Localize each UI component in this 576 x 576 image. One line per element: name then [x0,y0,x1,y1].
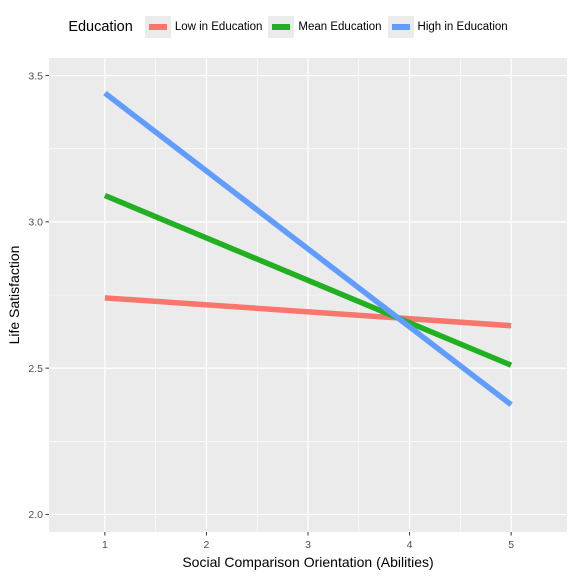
series-line-1 [103,192,513,368]
y-tick-label: 2.5 [28,363,43,375]
x-tick-label: 4 [407,539,413,551]
series-lines [103,90,513,407]
legend-title: Education [68,19,133,35]
legend-item-mean: Mean Education [268,16,382,38]
y-axis-title: Life Satisfaction [6,246,22,345]
legend-label-low: Low in Education [174,21,263,33]
y-axis: 2.0 2.5 3.0 3.5 [28,70,49,521]
series-line-0 [104,295,512,329]
legend-key-mean [268,16,295,38]
x-tick-label: 5 [508,539,514,551]
legend: Education Low in Education Mean Educatio… [0,12,576,42]
x-axis: 1 2 3 4 5 [102,532,514,551]
legend-label-mean: Mean Education [298,21,382,33]
y-tick-label: 2.0 [28,509,43,521]
legend-label-high: High in Education [417,21,508,33]
y-tick-label: 3.5 [28,70,43,82]
legend-item-high: High in Education [387,16,508,38]
grid-major [49,58,567,532]
x-tick-label: 2 [204,539,210,551]
legend-swatch-low [148,24,167,30]
legend-key-high [387,16,414,38]
y-tick-label: 3.0 [28,217,43,229]
x-tick-label: 3 [305,539,311,551]
x-axis-title: Social Comparison Orientation (Abilities… [182,554,433,570]
x-tick-label: 1 [102,539,108,551]
legend-swatch-high [391,24,410,30]
legend-swatch-mean [272,24,291,30]
legend-key-low [144,16,171,38]
series-line-2 [103,90,513,407]
legend-item-low: Low in Education [144,16,263,38]
